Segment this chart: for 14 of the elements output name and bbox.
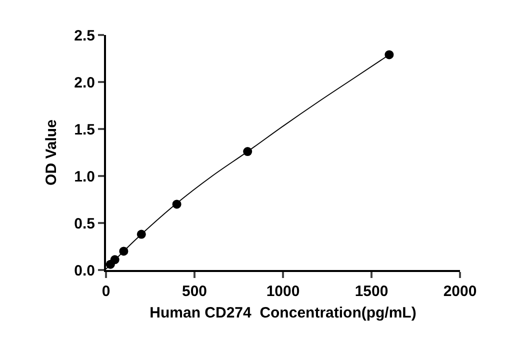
x-axis-title: Human CD274 Concentration(pg/mL) (150, 304, 416, 322)
x-tick-label: 500 (182, 283, 208, 300)
y-axis-title: OD Value (42, 120, 60, 186)
x-tick-label: 0 (102, 283, 110, 300)
x-tick-label: 1000 (266, 283, 300, 300)
y-tick-label: 0.0 (74, 262, 95, 280)
y-tick-label: 1.0 (74, 168, 95, 186)
point (384, 50, 394, 60)
y-tick-label: 0.5 (74, 215, 95, 232)
x-tick-label: 1500 (354, 283, 388, 300)
x-tick-label: 2000 (443, 283, 477, 300)
y-tick-label: 2.5 (74, 27, 95, 44)
y-tick-label: 2.0 (74, 74, 95, 92)
y-tick-label: 1.5 (74, 121, 95, 138)
